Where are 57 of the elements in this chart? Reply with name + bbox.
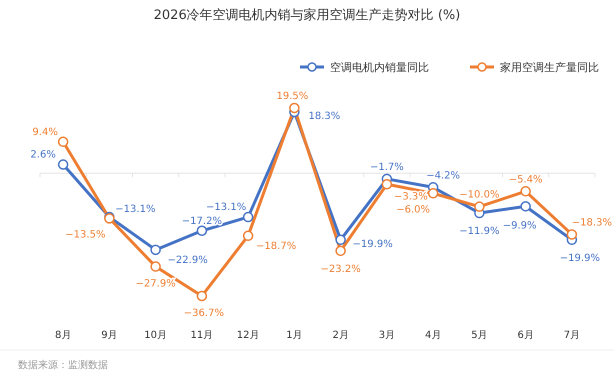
x-tick-label: 1月 xyxy=(286,330,303,341)
data-label: −13.1% xyxy=(206,202,246,214)
point xyxy=(382,179,392,190)
point xyxy=(58,159,68,170)
data-label: −19.9% xyxy=(560,252,600,264)
legend-label: 家用空调生产量同比 xyxy=(500,61,599,74)
point xyxy=(474,201,485,212)
point xyxy=(150,244,161,256)
x-tick-label: 8月 xyxy=(54,330,72,341)
data-label: −17.2% xyxy=(182,216,222,227)
point xyxy=(335,246,346,256)
chart-title: 2026冷年空调电机内销与家用空调生产走势对比 (%) xyxy=(154,7,460,23)
point xyxy=(566,229,578,240)
data-label: −36.7% xyxy=(184,308,224,319)
data-label: −22.9% xyxy=(168,254,208,266)
data-label: 9.4% xyxy=(32,126,58,138)
point xyxy=(150,261,161,272)
data-label: −11.9% xyxy=(459,226,500,238)
x-tick-label: 5月 xyxy=(471,330,488,341)
point xyxy=(196,290,208,302)
data-label: −3.3% xyxy=(394,191,428,202)
data-label: −23.2% xyxy=(320,264,361,275)
x-tick-label: 12月 xyxy=(236,330,260,341)
data-label: −4.2% xyxy=(426,170,460,182)
point xyxy=(242,212,254,222)
data-label: −13.1% xyxy=(115,204,156,216)
source-note: 数据来源：监测数据 xyxy=(18,359,108,371)
point xyxy=(428,188,438,199)
data-label: 2.6% xyxy=(30,150,56,161)
x-tick-label: 10月 xyxy=(144,330,167,341)
data-label: 19.5% xyxy=(276,91,308,102)
x-tick-label: 3月 xyxy=(378,330,396,341)
data-label: −9.9% xyxy=(502,220,537,232)
point xyxy=(196,226,208,236)
data-label: −19.9% xyxy=(352,238,393,250)
point xyxy=(520,201,531,212)
point xyxy=(520,186,531,197)
point xyxy=(58,136,68,148)
point xyxy=(289,102,300,114)
data-label: −18.7% xyxy=(256,240,296,252)
legend-label: 空调电机内销量同比 xyxy=(330,61,429,74)
x-tick-label: 11月 xyxy=(190,330,214,341)
data-label: −18.3% xyxy=(572,217,612,228)
data-label: 18.3% xyxy=(308,111,340,122)
point xyxy=(242,230,254,242)
data-label: −1.7% xyxy=(370,162,404,173)
data-label: −10.0% xyxy=(459,190,500,201)
data-label: −13.5% xyxy=(65,229,106,240)
data-label: −5.4% xyxy=(508,174,543,186)
point xyxy=(335,234,346,246)
x-tick-label: 9月 xyxy=(101,330,118,341)
data-label: −6.0% xyxy=(396,204,430,216)
x-tick-label: 7月 xyxy=(564,330,580,341)
x-tick-label: 2月 xyxy=(332,330,349,341)
x-tick-label: 4月 xyxy=(424,330,442,341)
data-label: −27.9% xyxy=(136,278,176,290)
x-tick-label: 6月 xyxy=(517,330,534,341)
